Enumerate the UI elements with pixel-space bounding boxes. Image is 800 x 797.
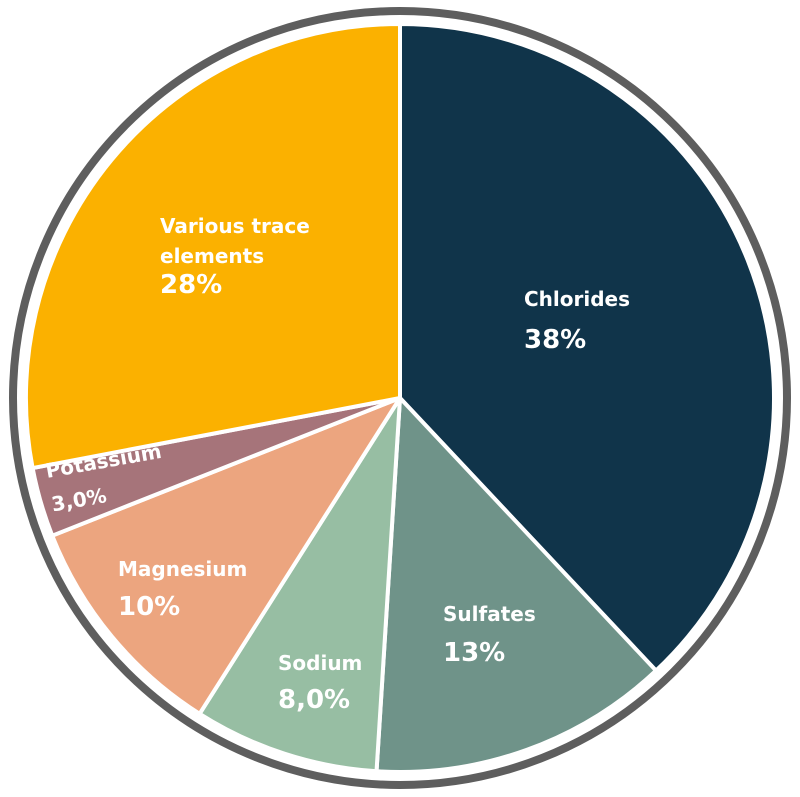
slice-label: Sulfates xyxy=(443,602,536,626)
label-magnesium: Magnesium 10% xyxy=(118,557,247,622)
slice-label: Chlorides xyxy=(524,287,630,311)
slice-label: Magnesium xyxy=(118,557,247,581)
label-sodium: Sodium 8,0% xyxy=(278,651,362,715)
slice-label: Various trace xyxy=(160,214,310,238)
slice-sulfates xyxy=(374,396,659,774)
slice-magnesium xyxy=(50,396,402,716)
slice-value-label: 10% xyxy=(118,592,180,622)
slice-label: Sodium xyxy=(278,651,362,675)
slice-label: elements xyxy=(160,244,264,268)
slice-chlorides xyxy=(398,22,776,673)
label-chlorides: Chlorides 38% xyxy=(524,287,630,355)
slice-value-label: 28% xyxy=(160,270,222,300)
slice-value-label: 8,0% xyxy=(278,685,350,715)
slice-sodium xyxy=(197,396,402,774)
label-sulfates: Sulfates 13% xyxy=(443,602,536,668)
slice-value-label: 13% xyxy=(443,638,505,668)
slice-various-trace-elements xyxy=(24,22,402,471)
slice-value-label: 38% xyxy=(524,325,586,355)
